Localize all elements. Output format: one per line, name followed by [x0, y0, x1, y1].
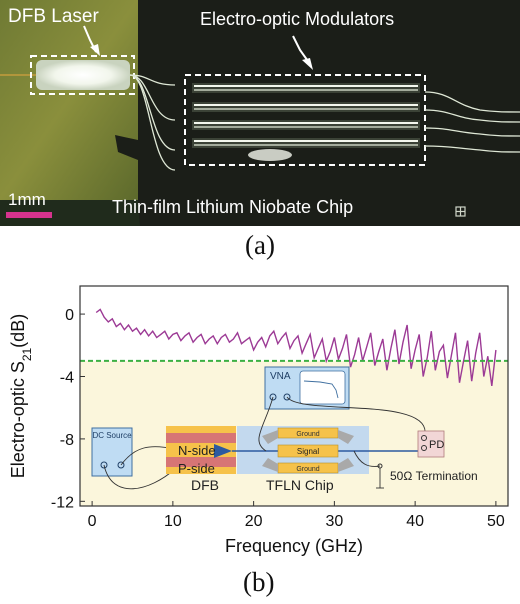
y-tick-label: -4	[60, 369, 74, 386]
x-tick-label: 10	[164, 513, 182, 530]
caption-b: (b)	[243, 567, 275, 597]
scale-bar-label: 1mm	[8, 190, 46, 209]
x-tick-label: 50	[487, 513, 505, 530]
scale-bar	[6, 212, 52, 218]
ground-bottom-label: Ground	[296, 466, 319, 473]
pd-label: PD	[429, 439, 444, 451]
dc-source-label: DC Source	[92, 431, 132, 440]
input-waveguides	[129, 74, 176, 171]
x-tick-label: 30	[325, 513, 343, 530]
x-tick-label: 0	[88, 513, 97, 530]
dc-source-box	[91, 427, 133, 477]
modulator-array	[192, 83, 420, 161]
y-tick-label: -12	[51, 494, 74, 511]
chip-label: Thin-film Lithium Niobate Chip	[112, 197, 353, 217]
vna-label: VNA	[270, 371, 291, 382]
output-waveguides	[424, 91, 520, 153]
y-tick-label: 0	[65, 307, 74, 324]
signal-label: Signal	[297, 447, 319, 456]
termination-label: 50Ω Termination	[390, 469, 478, 483]
modulators-label: Electro-optic Modulators	[200, 9, 394, 29]
x-axis-label: Frequency (GHz)	[225, 536, 363, 556]
y-tick-label: -8	[60, 432, 74, 449]
dfb-laser-glow	[36, 60, 130, 90]
x-tick-label: 40	[406, 513, 424, 530]
caption-a: (a)	[245, 230, 275, 260]
s21-chart: DC Source N-side P-side DFB Ground Signa…	[8, 285, 509, 556]
n-side-label: N-side	[178, 443, 216, 458]
dfb-label: DFB	[191, 477, 219, 493]
plot-frame	[79, 285, 509, 507]
measurement-setup-inset: DC Source N-side P-side DFB Ground Signa…	[91, 366, 478, 493]
dfb-die	[0, 0, 138, 200]
ground-top-label: Ground	[296, 431, 319, 438]
s21-series-line	[95, 308, 497, 386]
modulators-box	[184, 74, 426, 166]
fiducial-mark	[455, 206, 466, 217]
dfb-laser-label: DFB Laser	[8, 6, 99, 27]
tfln-chip-label: TFLN Chip	[266, 477, 334, 493]
x-tick-label: 20	[245, 513, 263, 530]
chip-micrograph: DFB Laser Electro-optic Modulators 1mm T…	[0, 0, 520, 226]
y-axis-label: Electro-optic S21(dB)	[8, 314, 34, 478]
pd-box	[417, 430, 445, 458]
p-side-label: P-side	[178, 461, 215, 476]
